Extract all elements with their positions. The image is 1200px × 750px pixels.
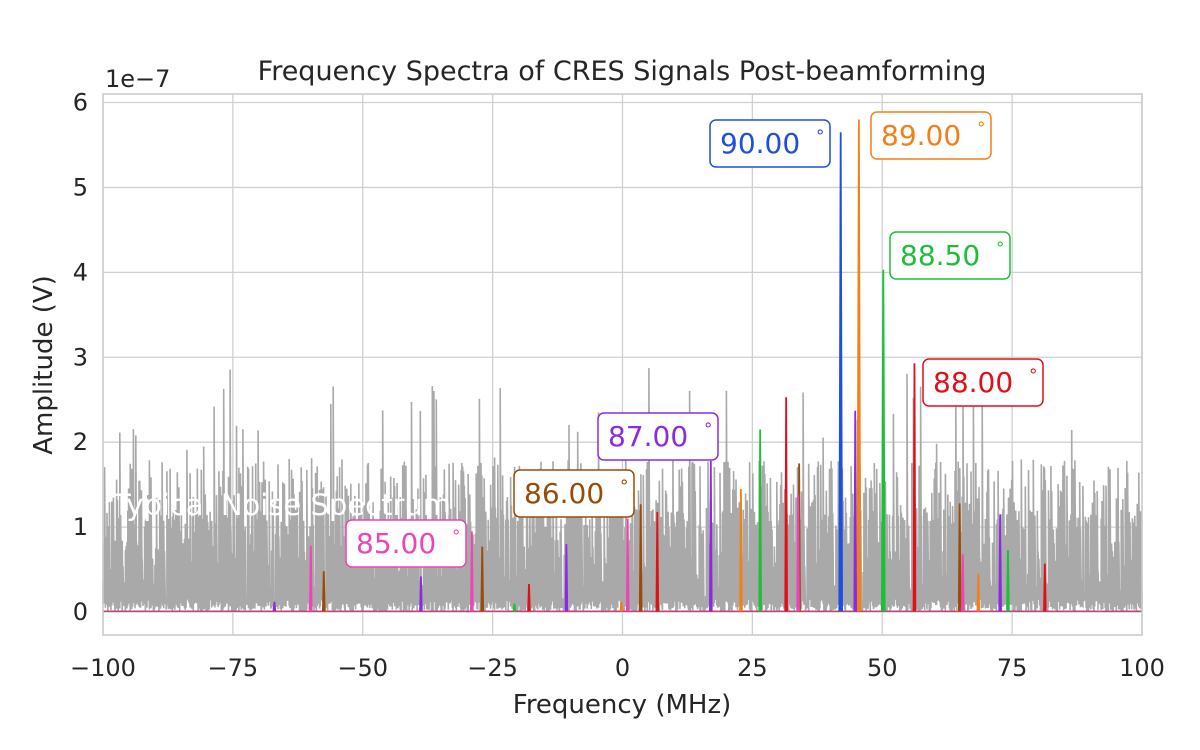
annotation-box bbox=[709, 119, 831, 168]
peak bbox=[853, 410, 858, 612]
peak bbox=[856, 119, 862, 612]
peak bbox=[419, 576, 423, 612]
annotation-box bbox=[870, 111, 992, 160]
y-tick-label: 5 bbox=[73, 173, 88, 201]
annotation-85.00: 85.00 ° bbox=[345, 519, 467, 568]
noise-trace bbox=[102, 368, 1143, 614]
annotation-label: 85.00 bbox=[356, 527, 436, 560]
peak bbox=[784, 397, 788, 612]
annotation-label: 86.00 bbox=[524, 477, 604, 510]
annotation-degree: ° bbox=[620, 477, 629, 497]
noise-spectrum bbox=[102, 368, 1143, 614]
annotation-88.50: 88.50 ° bbox=[889, 231, 1011, 280]
peak bbox=[480, 546, 485, 612]
peak bbox=[838, 132, 843, 612]
x-tick-label: 25 bbox=[737, 654, 768, 682]
annotation-degree: ° bbox=[977, 119, 986, 139]
y-tick-label: 1 bbox=[73, 513, 88, 541]
annotation-90.00: 90.00 ° bbox=[709, 119, 831, 168]
peak bbox=[912, 363, 917, 612]
y-axis-ticks: 0 1 2 3 4 5 6 bbox=[73, 88, 88, 626]
peak bbox=[796, 494, 800, 612]
annotation-86.00: 86.00 ° bbox=[513, 469, 635, 518]
annotation-degree: ° bbox=[816, 127, 825, 147]
x-tick-label: 50 bbox=[867, 654, 898, 682]
signal-series bbox=[272, 119, 1047, 612]
peak bbox=[272, 601, 277, 612]
series-87.00 bbox=[272, 410, 1002, 612]
peak bbox=[880, 269, 886, 612]
x-tick-label: 0 bbox=[615, 654, 630, 682]
x-axis-ticks: −100 −75 −50 −25 0 25 50 75 100 bbox=[70, 654, 1165, 682]
chart-title: Frequency Spectra of CRES Signals Post-b… bbox=[258, 56, 987, 87]
peak bbox=[512, 603, 517, 612]
x-tick-label: −25 bbox=[467, 654, 518, 682]
peak bbox=[1043, 563, 1047, 612]
peak bbox=[527, 584, 531, 612]
peak bbox=[1006, 550, 1010, 612]
annotation-label: 88.00 bbox=[933, 366, 1013, 399]
peak bbox=[564, 544, 569, 612]
peak bbox=[758, 429, 762, 612]
x-tick-label: 75 bbox=[997, 654, 1028, 682]
peak bbox=[470, 531, 474, 612]
peak bbox=[309, 545, 313, 612]
peak bbox=[998, 514, 1002, 612]
series-88.00 bbox=[527, 363, 1047, 612]
y-tick-label: 4 bbox=[73, 258, 88, 286]
annotation-label: 88.50 bbox=[900, 239, 980, 272]
annotation-box bbox=[597, 412, 719, 461]
x-tick-label: 100 bbox=[1119, 654, 1165, 682]
annotation-label: 89.00 bbox=[881, 119, 961, 152]
annotation-box bbox=[922, 358, 1044, 407]
x-tick-label: −75 bbox=[208, 654, 259, 682]
series-88.50 bbox=[512, 269, 1010, 612]
x-axis-label: Frequency (MHz) bbox=[513, 690, 732, 720]
annotation-89.00: 89.00 ° bbox=[870, 111, 992, 160]
peak bbox=[625, 518, 630, 612]
x-tick-label: −50 bbox=[337, 654, 388, 682]
peak bbox=[960, 554, 965, 612]
peak bbox=[976, 573, 981, 612]
peak bbox=[638, 504, 643, 612]
peak bbox=[655, 511, 660, 612]
annotation-degree: ° bbox=[996, 239, 1005, 259]
peak bbox=[957, 503, 962, 612]
annotation-label: 90.00 bbox=[720, 127, 800, 160]
annotation-box bbox=[345, 519, 467, 568]
series-89.00 bbox=[619, 119, 981, 612]
peak bbox=[739, 488, 743, 612]
series-85.00 bbox=[309, 494, 965, 612]
annotation-degree: ° bbox=[1029, 366, 1038, 386]
y-scale-label: 1e−7 bbox=[105, 65, 170, 93]
y-tick-label: 6 bbox=[73, 88, 88, 116]
peak bbox=[321, 571, 326, 612]
plot-frame bbox=[102, 93, 1143, 636]
annotation-label: 87.00 bbox=[608, 420, 688, 453]
annotation-degree: ° bbox=[452, 527, 461, 547]
y-tick-label: 2 bbox=[73, 428, 88, 456]
noise-spectrum-label: Typical Noise Spectrum bbox=[112, 488, 451, 522]
angle-annotations: 90.00 ° 89.00 °88.50 °88.00 °87.00 °86.00 °85.0… bbox=[345, 111, 1044, 568]
y-tick-label: 0 bbox=[73, 598, 88, 626]
annotation-box bbox=[889, 231, 1011, 280]
y-axis-label: Amplitude (V) bbox=[29, 275, 59, 455]
annotation-88.00: 88.00 ° bbox=[922, 358, 1044, 407]
annotation-degree: ° bbox=[704, 420, 713, 440]
x-tick-label: −100 bbox=[70, 654, 136, 682]
annotation-87.00: 87.00 ° bbox=[597, 412, 719, 461]
y-tick-label: 3 bbox=[73, 343, 88, 371]
peak bbox=[619, 601, 624, 612]
annotation-box bbox=[513, 469, 635, 518]
peak bbox=[709, 460, 713, 612]
